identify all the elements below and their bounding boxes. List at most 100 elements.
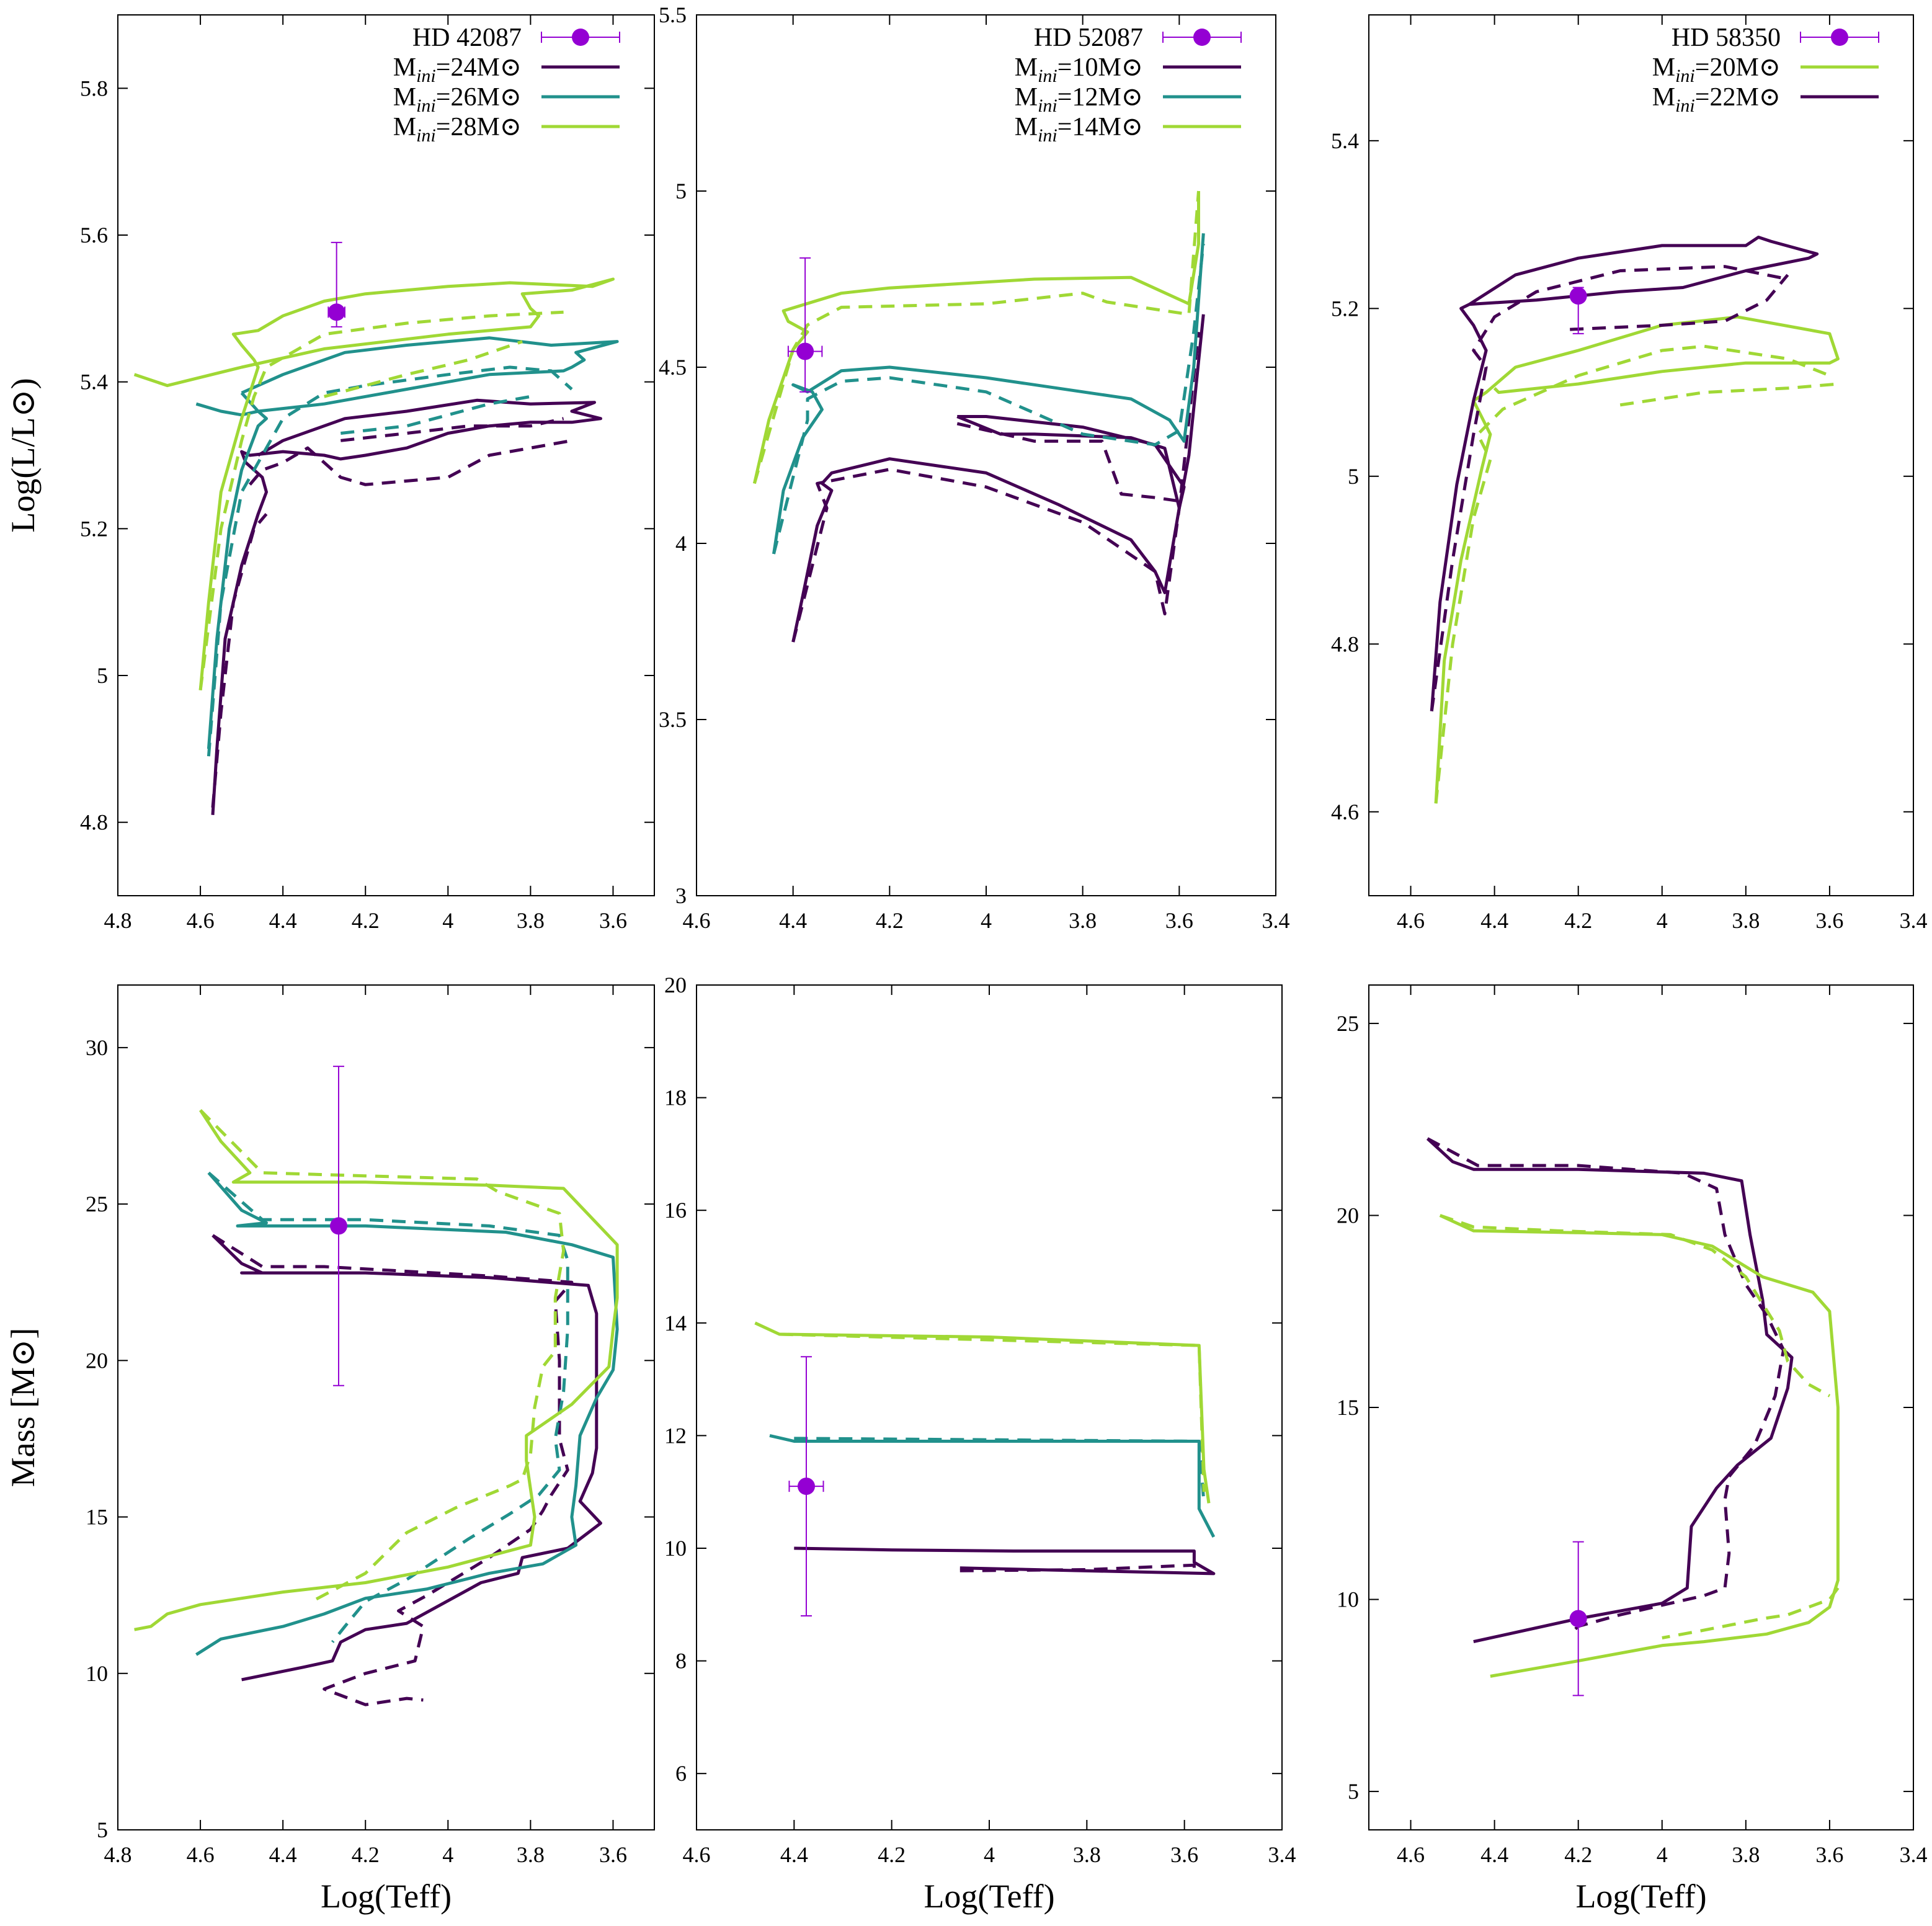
legend-label-m: M [1015, 53, 1038, 82]
tracks [752, 190, 1205, 643]
legend-star-marker [1193, 29, 1211, 46]
x-tick-label: 4 [984, 1842, 995, 1867]
track-solid-0 [956, 415, 1186, 510]
legend-star-label: HD 58350 [1672, 24, 1781, 52]
x-tick-label: 4 [981, 908, 992, 933]
track-dashed-0 [1427, 1137, 1786, 1636]
y-tick-label: 10 [86, 1661, 108, 1686]
legend-label-rest: =14M⊙ [1057, 113, 1143, 141]
legend-label-m: M [1015, 83, 1038, 112]
legend-entry-label: Mini=28M⊙ [393, 113, 522, 146]
y-tick-label: 5.4 [1331, 128, 1359, 153]
y-tick-label: 20 [664, 973, 687, 997]
track-solid-0 [211, 398, 602, 815]
legend-label-sub: ini [1675, 66, 1695, 86]
x-tick-label: 4.6 [683, 908, 711, 933]
y-tick-label: 15 [1337, 1395, 1359, 1420]
legend-star-label: HD 42087 [412, 24, 522, 52]
tracks [134, 1109, 619, 1706]
legend-label-sub: ini [416, 66, 436, 86]
panel-bottom-left: 4.8 4.6 4.4 4.2 4 3.8 3.6 5 10 15 20 25 30 Mass [M⊙] L… [4, 984, 655, 1915]
track-dashed-1 [341, 395, 531, 435]
x-tick-label: 3.6 [599, 908, 627, 933]
legend-label-rest: =24M⊙ [436, 53, 522, 82]
y-tick-label: 20 [1337, 1203, 1359, 1228]
y-tick-label: 8 [675, 1649, 687, 1674]
x-tick-label: 3.6 [1815, 908, 1843, 933]
y-tick-label: 3 [675, 883, 687, 908]
y-tick-label: 6 [675, 1761, 687, 1786]
plot-frame [696, 14, 1276, 896]
track-solid-0 [791, 314, 1205, 643]
track-dashed-1 [794, 1437, 1206, 1504]
tracks [1426, 1137, 1840, 1678]
y-tick-label: 4.8 [1331, 631, 1359, 656]
legend-label-sub: ini [1675, 96, 1695, 116]
x-tick-label: 4.4 [269, 908, 297, 933]
x-tick-label: 4 [442, 1842, 453, 1867]
track-dashed-2 [779, 1332, 1206, 1492]
legend-label-sub: ini [416, 125, 436, 146]
tracks [133, 277, 619, 815]
y-tick-label: 10 [1337, 1587, 1359, 1612]
x-tick-label: 4.2 [352, 908, 380, 933]
x-tick-label: 4.6 [187, 1842, 215, 1867]
y-tick-label: 25 [86, 1192, 108, 1216]
x-tick-label: 4.6 [683, 1842, 711, 1867]
legend-label-sub: ini [1038, 125, 1057, 146]
legend-label-rest: =10M⊙ [1057, 53, 1143, 82]
legend-entry-label: Mini=20M⊙ [1652, 53, 1781, 86]
y-tick-label: 30 [86, 1035, 108, 1060]
panel-top-right: 4.6 4.4 4.2 4 3.8 3.6 3.4 4.6 4.8 5 5.2 5.4 HD 58350… [1331, 14, 1928, 933]
y-tick-label: 14 [664, 1311, 687, 1335]
track-solid-2 [752, 191, 1200, 484]
legend-label-rest: =26M⊙ [436, 83, 522, 112]
plot-frame [117, 14, 655, 896]
track-solid-1 [240, 336, 619, 413]
x-tick-label: 3.6 [599, 1842, 627, 1867]
legend-label-rest: =28M⊙ [436, 113, 522, 141]
legend-label-rest: =20M⊙ [1695, 53, 1781, 82]
y-axis-label: Log(L/L⊙) [4, 378, 42, 532]
y-tick-label: 5 [1348, 464, 1359, 489]
legend-label-m: M [1015, 113, 1038, 141]
star-marker [1569, 1610, 1587, 1628]
track-dashed-1 [207, 1171, 569, 1643]
x-tick-label: 4.8 [104, 1842, 132, 1867]
y-tick-label: 5 [97, 1817, 108, 1842]
y-tick-label: 5.8 [80, 76, 108, 100]
x-tick-label: 3.4 [1262, 908, 1290, 933]
track-dashed-0 [211, 513, 268, 808]
legend-entry-label: Mini=10M⊙ [1015, 53, 1143, 86]
track-dashed-2 [199, 1109, 566, 1603]
star-marker [329, 1217, 347, 1235]
x-tick-label: 3.6 [1170, 1842, 1198, 1867]
track-solid-2 [134, 1109, 619, 1631]
star-marker [327, 303, 345, 321]
x-tick-label: 4.4 [780, 1842, 808, 1867]
x-tick-label: 4.6 [1397, 908, 1425, 933]
track-dashed-0 [959, 1563, 1196, 1572]
x-tick-label: 3.4 [1900, 908, 1928, 933]
x-axis-label: Log(Teff) [924, 1878, 1054, 1915]
x-tick-label: 3.8 [1073, 1842, 1101, 1867]
track-solid-0 [1426, 1137, 1794, 1644]
y-tick-label: 5.4 [80, 370, 108, 395]
track-dashed-2 [198, 310, 564, 691]
y-tick-label: 20 [86, 1348, 108, 1373]
x-tick-label: 3.8 [1732, 908, 1760, 933]
track-dashed-0 [211, 1234, 574, 1706]
track-solid-0 [211, 1234, 602, 1682]
star-marker [796, 342, 814, 360]
track-dashed-1 [1430, 265, 1788, 711]
y-tick-label: 5 [97, 663, 108, 688]
star-marker [798, 1478, 815, 1496]
x-tick-label: 4 [442, 908, 453, 933]
y-tick-label: 5.6 [80, 223, 108, 247]
y-tick-label: 10 [664, 1536, 687, 1561]
x-tick-label: 3.4 [1900, 1842, 1928, 1867]
legend-entry-label: Mini=22M⊙ [1652, 83, 1781, 116]
x-tick-label: 4.2 [352, 1842, 380, 1867]
legend-label-sub: ini [1038, 96, 1057, 116]
